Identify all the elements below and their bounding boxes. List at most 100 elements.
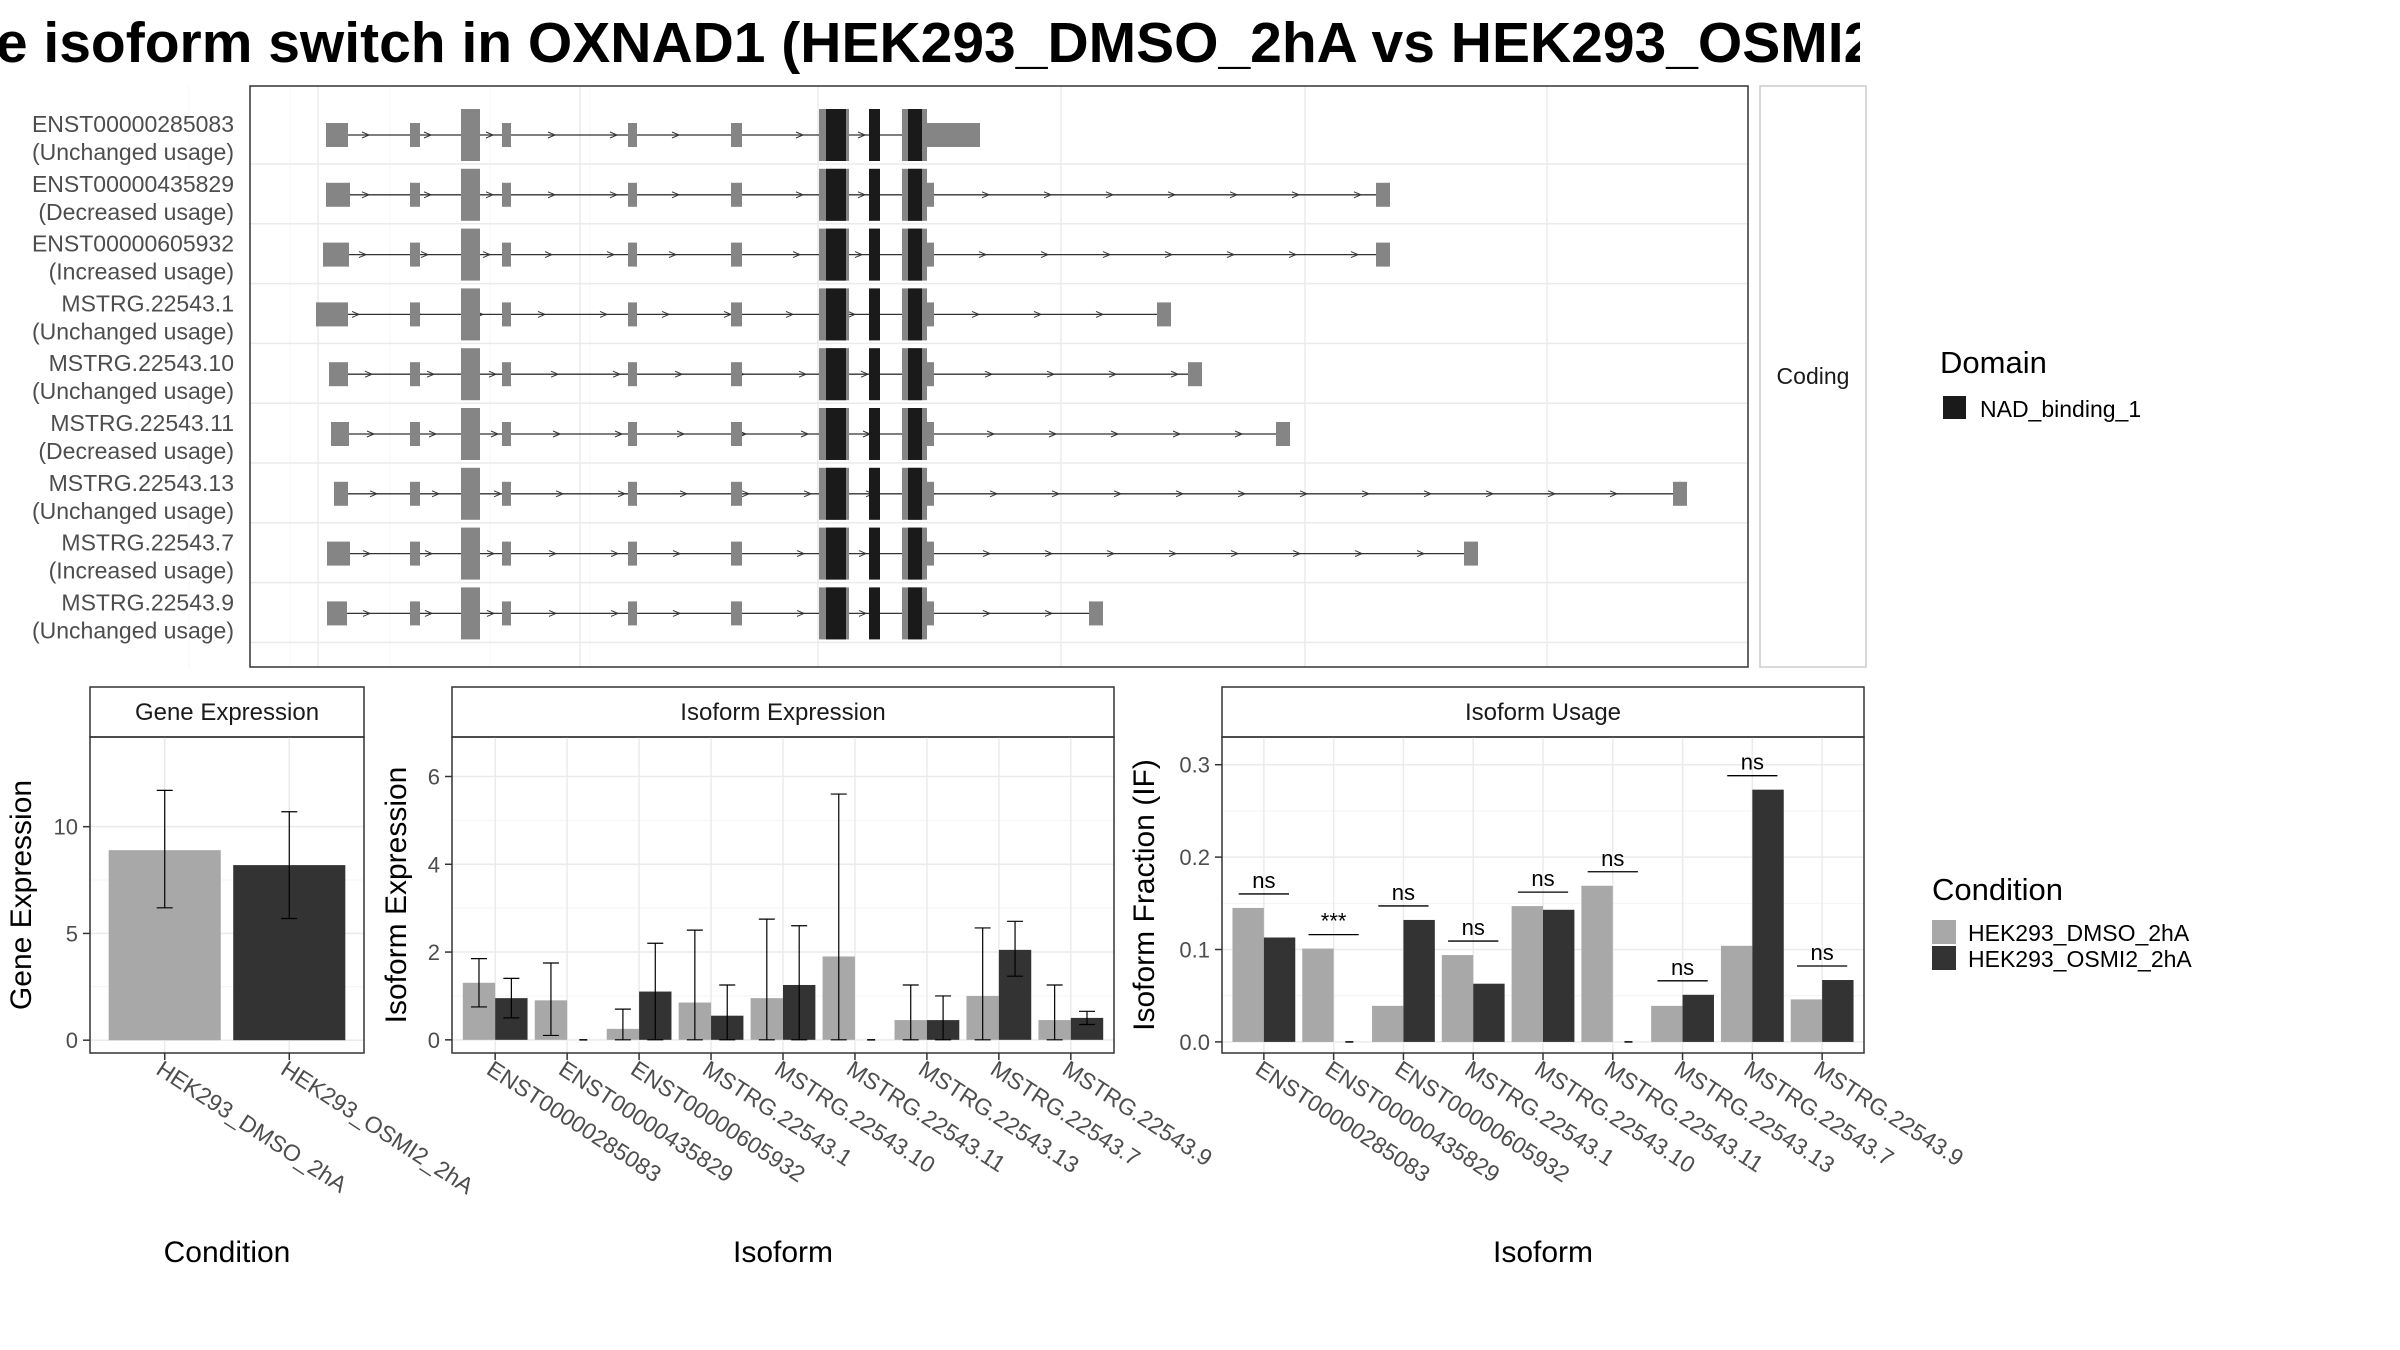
strand-arrow <box>971 310 981 318</box>
isoform-usage-label: (Decreased usage) <box>38 199 234 225</box>
isoform-id-label: MSTRG.22543.7 <box>61 530 234 556</box>
strand-arrow <box>606 251 616 259</box>
exon <box>410 481 420 506</box>
nad-binding-domain-exon <box>869 467 880 520</box>
strand-arrow <box>548 550 558 558</box>
exon <box>731 481 742 506</box>
nad-binding-domain-exon <box>908 288 922 341</box>
strand-arrow <box>671 131 681 139</box>
strand-arrow <box>490 430 500 438</box>
strand-arrow <box>485 191 495 199</box>
exon <box>926 242 934 267</box>
plot-title: le isoform switch in OXNAD1 (HEK293_DMSO… <box>0 11 1860 75</box>
nad-binding-domain-exon <box>869 228 880 281</box>
bar <box>1302 948 1334 1042</box>
strand-arrow <box>493 490 503 498</box>
strand-arrow <box>537 310 547 318</box>
strand-arrow <box>803 490 813 498</box>
condition-legend-swatch <box>1932 946 1956 970</box>
strand-arrow <box>858 609 868 617</box>
exon <box>731 302 742 327</box>
exon <box>926 182 934 207</box>
strand-arrow <box>1353 191 1363 199</box>
nad-binding-domain-exon <box>908 109 922 161</box>
coding-strip <box>1759 85 1867 668</box>
exon <box>410 123 420 147</box>
strand-arrow <box>361 191 371 199</box>
bar <box>1070 1017 1104 1040</box>
nad-binding-domain-exon <box>826 467 846 520</box>
strand-arrow <box>599 310 609 318</box>
strand-arrow <box>858 550 868 558</box>
coding-exon <box>461 587 480 640</box>
strand-arrow <box>548 609 558 617</box>
strand-arrow <box>795 131 805 139</box>
y-axis-title: Isoform Expression <box>380 767 413 1024</box>
isoform-usage-label: (Decreased usage) <box>38 438 234 464</box>
strand-arrow <box>547 131 557 139</box>
bar <box>1403 919 1435 1042</box>
y-tick-label: 0.3 <box>1179 753 1210 778</box>
first-exon <box>331 422 349 446</box>
first-exon <box>329 362 348 387</box>
bar <box>1682 994 1714 1042</box>
bar <box>1720 945 1753 1042</box>
isoform-usage-label: (Increased usage) <box>49 558 234 584</box>
strand-arrow <box>431 490 441 498</box>
significance-label: ns <box>1741 750 1764 775</box>
exon <box>628 123 637 147</box>
significance-label: ns <box>1811 940 1834 965</box>
strand-arrow <box>614 430 624 438</box>
strand-arrow <box>1172 430 1182 438</box>
strand-arrow <box>741 490 751 498</box>
strand-arrow <box>857 191 867 199</box>
exon <box>628 422 637 446</box>
y-axis-title: Isoform Fraction (IF) <box>1128 759 1161 1031</box>
exon <box>410 302 420 327</box>
exon <box>502 302 511 327</box>
transcript-panel-border <box>249 85 1749 668</box>
strand-arrow <box>482 251 492 259</box>
strand-arrow <box>795 191 805 199</box>
strand-arrow <box>847 310 857 318</box>
nad-binding-domain-exon <box>826 408 846 460</box>
strand-arrow <box>1044 550 1054 558</box>
domain-legend-title: Domain <box>1940 345 2047 380</box>
y-axis-title: Gene Expression <box>5 780 38 1010</box>
y-tick-label: 6 <box>428 765 440 790</box>
exon <box>410 541 420 566</box>
exon <box>926 422 934 446</box>
strand-arrow <box>796 609 806 617</box>
first-exon <box>316 302 348 327</box>
strand-arrow <box>857 131 867 139</box>
nad-binding-domain-exon <box>908 467 922 520</box>
exon <box>410 601 420 626</box>
bar <box>1372 1005 1404 1042</box>
strand-arrow <box>369 490 379 498</box>
bar <box>1752 789 1784 1042</box>
nad-binding-domain-exon <box>826 348 846 401</box>
strand-arrow <box>1299 490 1309 498</box>
strand-arrow <box>424 609 434 617</box>
strand-arrow <box>1033 310 1043 318</box>
panel-strip <box>451 686 1115 738</box>
isoform-id-label: ENST00000435829 <box>32 171 234 197</box>
isoform-usage-label: (Unchanged usage) <box>32 498 234 524</box>
coding-exon <box>461 527 480 580</box>
significance-label: *** <box>1321 909 1347 934</box>
strand-arrow <box>1237 490 1247 498</box>
exon <box>628 242 637 267</box>
nad-binding-domain-exon <box>826 168 846 221</box>
coding-exon <box>461 348 480 401</box>
exon <box>502 362 511 387</box>
strand-arrow <box>486 550 496 558</box>
isoform-id-label: MSTRG.22543.10 <box>49 350 234 376</box>
strand-arrow <box>981 191 991 199</box>
strand-arrow <box>1354 550 1364 558</box>
nad-binding-domain-exon <box>908 348 922 401</box>
exon <box>731 601 742 626</box>
condition-legend-label: HEK293_OSMI2_2hA <box>1968 946 2192 972</box>
nad-binding-domain-exon <box>908 408 922 460</box>
strand-arrow <box>1226 251 1236 259</box>
exon <box>410 182 420 207</box>
